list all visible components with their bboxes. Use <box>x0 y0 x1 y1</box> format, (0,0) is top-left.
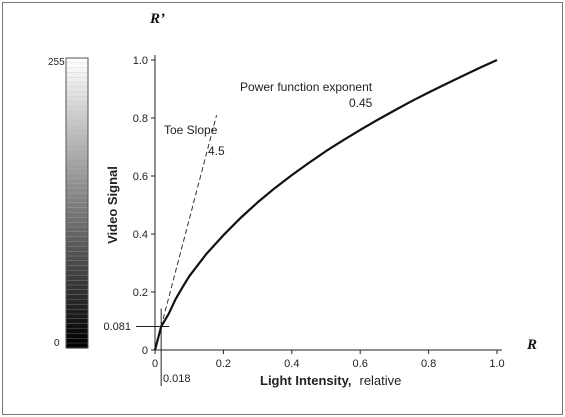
gray-step <box>66 299 88 306</box>
x-tick-label: 1.0 <box>489 358 504 370</box>
gray-step <box>66 294 88 301</box>
gray-step <box>66 164 88 170</box>
gray-step <box>66 256 88 262</box>
toe-slope-line <box>154 114 218 351</box>
gray-step <box>66 116 88 122</box>
breakpoint-guides <box>136 308 170 386</box>
gray-step <box>66 87 88 93</box>
toe-slope-title: Toe Slope <box>164 123 218 137</box>
gray-step <box>66 125 88 132</box>
gray-step <box>66 91 88 98</box>
gray-step <box>66 77 88 83</box>
x-axis-label-bold: Light Intensity, <box>260 373 351 388</box>
gray-step <box>66 169 88 175</box>
gray-step <box>66 217 88 223</box>
gray-step <box>66 232 88 238</box>
gray-scale-bar-outline <box>65 57 89 349</box>
gray-step <box>66 145 88 151</box>
transfer-curve <box>153 58 498 351</box>
y-tick-label: 1.0 <box>133 55 148 67</box>
gray-step <box>66 236 88 243</box>
y-tick-label: 0.4 <box>133 229 148 241</box>
y-symbol-label: R’ <box>149 11 165 27</box>
gray-step <box>66 222 88 228</box>
gray-step <box>66 333 88 339</box>
x-tick-label: 0 <box>152 358 158 370</box>
y-tick-label: 0 <box>142 345 148 357</box>
x-tick-label: 0.2 <box>216 358 231 370</box>
gray-step <box>66 188 88 194</box>
gray-step <box>66 62 88 69</box>
x-tick-label: 0.6 <box>353 358 368 370</box>
gray-step <box>66 72 88 78</box>
x-symbol-label: R <box>526 337 537 353</box>
gray-step <box>66 265 88 272</box>
gray-scale-bar <box>65 57 89 349</box>
curve-group <box>153 58 498 351</box>
gray-step <box>66 290 88 296</box>
gray-step <box>66 309 88 315</box>
gray-step <box>66 135 88 141</box>
gray-step <box>66 178 88 185</box>
gray-step <box>66 82 88 88</box>
gray-step <box>66 328 88 335</box>
gray-step <box>66 130 88 136</box>
gray-step <box>66 227 88 233</box>
gray-step <box>66 154 88 161</box>
y-tick-label: 0.6 <box>133 171 148 183</box>
gray-step <box>66 198 88 204</box>
gray-step <box>66 96 88 103</box>
x-axis-label: Light Intensity, relative <box>260 372 401 389</box>
gray-step <box>66 251 88 257</box>
gray-step <box>66 280 88 286</box>
gray-step <box>66 106 88 112</box>
y-tick-label: 0.8 <box>133 113 148 125</box>
gray-step <box>66 323 88 330</box>
power-exponent-value: 0.45 <box>349 96 373 110</box>
gray-step <box>66 149 88 156</box>
x-axis-label-normal: relative <box>359 373 401 388</box>
gray-step <box>66 183 88 190</box>
y-tick-label: 0.2 <box>133 287 148 299</box>
gray-step <box>66 174 88 180</box>
axes <box>153 55 502 352</box>
gray-step <box>66 343 88 349</box>
gray-scale-bottom-label: 0 <box>54 338 60 349</box>
gray-step <box>66 67 88 74</box>
gray-step <box>66 319 88 325</box>
gray-step <box>66 207 88 214</box>
gray-step <box>66 111 88 117</box>
gray-step <box>66 304 88 310</box>
gray-step <box>66 285 88 291</box>
gray-step <box>66 140 88 146</box>
gray-step <box>66 58 88 64</box>
breakpoint-y-label: 0.081 <box>103 321 131 333</box>
gray-step <box>66 159 88 165</box>
toe-slope-value: 4.5 <box>208 144 225 158</box>
gray-step <box>66 203 88 209</box>
toe-slope-group <box>154 114 218 351</box>
power-exponent-title: Power function exponent <box>240 80 373 94</box>
gray-step <box>66 212 88 219</box>
x-tick-label: 0.4 <box>284 358 299 370</box>
gray-step <box>66 314 88 320</box>
gray-step <box>66 246 88 252</box>
y-axis-label: Video Signal <box>105 166 120 244</box>
gray-step <box>66 338 88 344</box>
gray-scale-top-label: 255 <box>48 57 65 68</box>
x-tick-label: 0.8 <box>421 358 436 370</box>
gray-step <box>66 120 88 127</box>
breakpoint-x-label: 0.018 <box>163 373 191 385</box>
gray-step <box>66 261 88 267</box>
gray-step <box>66 241 88 248</box>
gray-step <box>66 275 88 281</box>
gray-step <box>66 193 88 199</box>
gray-step <box>66 270 88 277</box>
ticks: 0 0.2 0.4 0.6 0.8 1.0 0 0.2 0.4 0.6 0.8 1.0 <box>133 55 505 370</box>
gray-step <box>66 101 88 107</box>
